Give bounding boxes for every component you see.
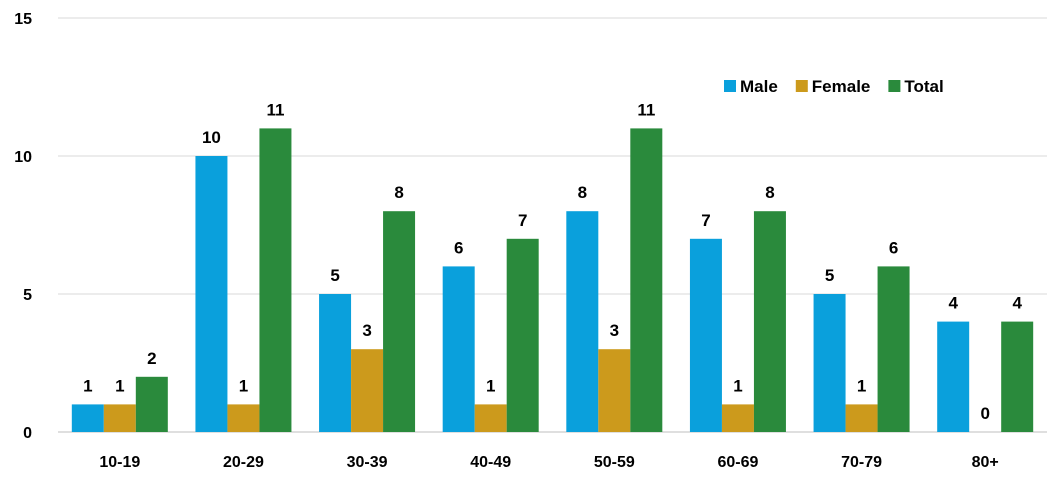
bar-male-20-29 (195, 156, 228, 432)
data-label: 1 (239, 376, 248, 395)
x-tick-label: 10-19 (99, 454, 140, 471)
bar-total-50-59 (630, 128, 663, 432)
data-label: 7 (701, 211, 710, 230)
bar-male-30-39 (319, 294, 352, 432)
data-label: 5 (825, 266, 834, 285)
legend-label-male: Male (740, 77, 778, 96)
x-axis-ticks: 10-19 20-29 30-39 40-49 50-59 60-69 70-79 80+ (99, 454, 998, 471)
y-tick-label: 10 (14, 149, 32, 166)
data-label: 8 (765, 183, 774, 202)
data-label: 11 (266, 100, 284, 119)
data-label: 1 (486, 376, 495, 395)
data-label: 3 (362, 321, 371, 340)
x-tick-label: 40-49 (470, 454, 511, 471)
data-label: 1 (83, 376, 92, 395)
data-label: 1 (857, 376, 866, 395)
legend: Male Female Total (724, 77, 944, 96)
legend-swatch-female (795, 80, 808, 92)
data-label: 5 (330, 266, 339, 285)
x-tick-label: 20-29 (223, 454, 264, 471)
x-tick-label: 60-69 (717, 454, 758, 471)
data-label: 1 (115, 376, 124, 395)
data-label: 7 (518, 211, 527, 230)
bar-female-30-39 (351, 349, 384, 432)
data-label: 8 (394, 183, 403, 202)
bar-female-60-69 (721, 404, 754, 432)
x-tick-label: 50-59 (594, 454, 635, 471)
bar-total-40-49 (506, 238, 539, 432)
legend-swatch-male (724, 80, 736, 92)
data-label: 4 (1012, 294, 1022, 313)
bar-total-70-79 (877, 266, 910, 432)
bar-male-60-69 (689, 238, 722, 432)
legend-label-total: Total (904, 77, 943, 96)
x-tick-label: 30-39 (347, 454, 388, 471)
data-label: 1 (733, 376, 742, 395)
data-label: 11 (637, 100, 655, 119)
data-label: 8 (578, 183, 587, 202)
data-label: 2 (147, 349, 156, 368)
data-label: 6 (889, 238, 898, 257)
y-tick-label: 0 (23, 425, 32, 442)
y-tick-label: 5 (23, 287, 32, 304)
bar-male-80+ (937, 321, 970, 432)
data-label: 6 (454, 238, 463, 257)
bar-total-20-29 (259, 128, 292, 432)
y-tick-label: 15 (14, 11, 32, 28)
legend-swatch-total (888, 80, 901, 92)
bar-female-40-49 (474, 404, 507, 432)
data-label: 10 (202, 128, 221, 147)
bar-male-50-59 (566, 211, 599, 432)
bar-male-40-49 (442, 266, 475, 432)
bar-female-10-19 (103, 404, 136, 432)
bar-female-20-29 (227, 404, 260, 432)
bar-male-10-19 (71, 404, 104, 432)
bar-male-70-79 (813, 294, 846, 432)
data-label: 4 (948, 294, 958, 313)
bar-total-30-39 (383, 211, 416, 432)
data-label: 0 (980, 404, 989, 423)
bar-female-70-79 (845, 404, 878, 432)
bars (71, 128, 1034, 432)
x-tick-label: 80+ (972, 454, 999, 471)
bar-total-10-19 (135, 376, 168, 432)
bar-female-50-59 (598, 349, 631, 432)
x-tick-label: 70-79 (841, 454, 882, 471)
bar-total-60-69 (753, 211, 786, 432)
data-label: 3 (610, 321, 619, 340)
y-axis-ticks: 0 5 10 15 (14, 11, 32, 442)
legend-label-female: Female (812, 77, 871, 96)
bar-total-80+ (1001, 321, 1034, 432)
